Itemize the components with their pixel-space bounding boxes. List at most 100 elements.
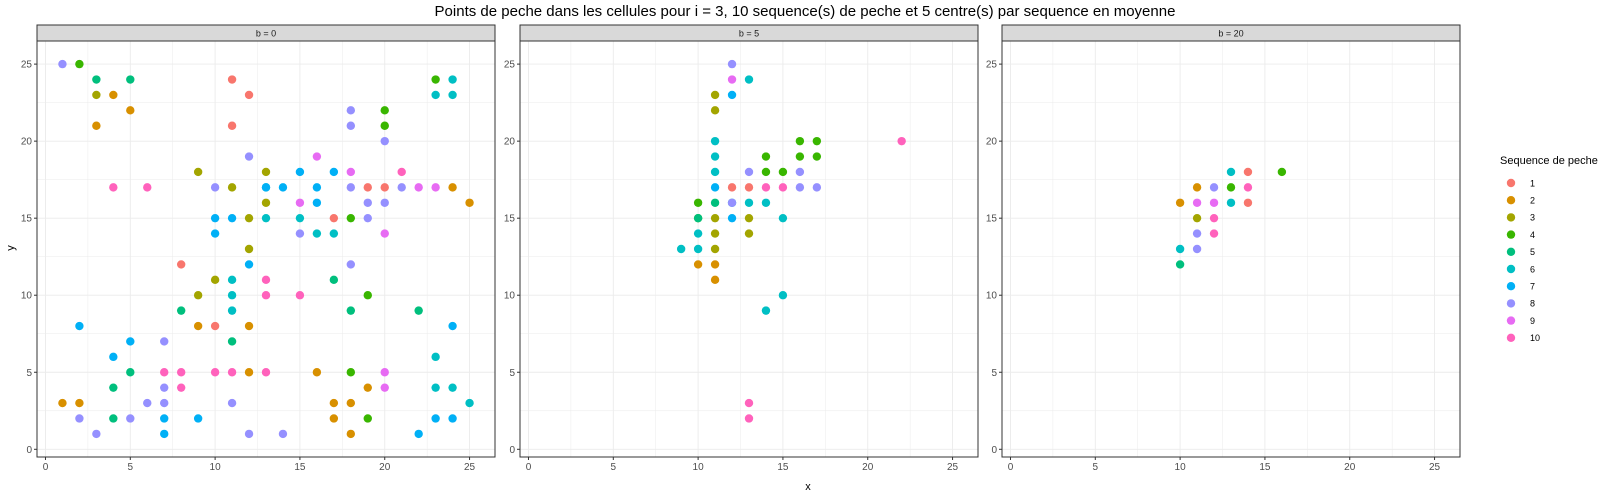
data-point xyxy=(227,75,237,84)
y-tick-label: 15 xyxy=(21,214,33,225)
legend-label: 7 xyxy=(1530,282,1535,292)
data-point xyxy=(176,368,186,377)
data-point xyxy=(75,59,84,69)
data-point xyxy=(312,229,322,238)
data-point xyxy=(227,183,237,192)
data-point xyxy=(210,275,220,285)
data-point xyxy=(727,183,737,192)
data-point xyxy=(414,429,423,439)
data-point xyxy=(329,398,339,408)
y-tick-label: 0 xyxy=(26,445,32,456)
data-point xyxy=(312,198,322,207)
facet-panel: b = 0 0 5 10 15 20 25 0 5 10 15 20 25 xyxy=(21,24,496,473)
data-point xyxy=(346,183,356,192)
y-tick-label: 0 xyxy=(509,445,515,456)
data-point xyxy=(227,213,237,223)
x-tick-label: 20 xyxy=(1344,462,1356,473)
data-point xyxy=(693,229,703,238)
data-points xyxy=(1175,167,1287,269)
data-point xyxy=(431,90,440,100)
legend-item: 3 xyxy=(1506,213,1535,223)
x-tick-label: 0 xyxy=(1008,462,1014,473)
data-point xyxy=(193,167,203,177)
data-point xyxy=(414,306,423,315)
legend: Sequence de peche 1 2 3 4 5 6 7 8 9 10 xyxy=(1500,155,1598,343)
data-point xyxy=(176,383,186,392)
data-point xyxy=(812,183,822,192)
y-tick-label: 25 xyxy=(986,60,998,71)
x-tick-label: 0 xyxy=(43,462,49,473)
data-point xyxy=(346,121,356,130)
data-point xyxy=(363,414,372,423)
data-point xyxy=(397,183,406,192)
panel-background xyxy=(1002,41,1460,457)
data-point xyxy=(75,414,84,423)
data-point xyxy=(897,136,906,146)
data-point xyxy=(727,90,737,100)
x-tick-label: 25 xyxy=(947,462,959,473)
x-tick-label: 20 xyxy=(379,462,391,473)
chart-title: Points de peche dans les cellules pour i… xyxy=(435,3,1176,20)
legend-title: Sequence de peche xyxy=(1500,155,1598,167)
data-point xyxy=(92,90,101,100)
data-point xyxy=(160,414,169,423)
data-point xyxy=(160,368,169,377)
legend-key xyxy=(1506,196,1516,205)
data-point xyxy=(778,183,788,192)
data-point xyxy=(710,244,720,254)
data-point xyxy=(244,90,254,100)
data-point xyxy=(812,136,822,146)
legend-item: 7 xyxy=(1506,282,1535,292)
legend-item: 10 xyxy=(1506,333,1540,343)
data-point xyxy=(295,198,305,207)
y-tick-label: 0 xyxy=(991,445,997,456)
data-point xyxy=(210,183,220,192)
x-tick-label: 5 xyxy=(611,462,617,473)
data-point xyxy=(380,368,389,377)
data-point xyxy=(244,321,254,331)
legend-key xyxy=(1506,333,1516,342)
data-point xyxy=(727,59,737,69)
data-point xyxy=(1243,183,1253,192)
data-point xyxy=(380,106,389,115)
data-point xyxy=(431,414,440,423)
data-point xyxy=(710,183,720,192)
data-point xyxy=(465,198,474,207)
data-point xyxy=(58,398,67,408)
data-point xyxy=(1175,198,1185,207)
data-point xyxy=(126,414,135,423)
y-tick-label: 25 xyxy=(504,60,516,71)
data-point xyxy=(143,183,152,192)
data-point xyxy=(693,213,703,223)
facet-panels: b = 0 0 5 10 15 20 25 0 5 10 15 20 25 b = 5 0 5 10 15 20 25… xyxy=(21,24,1461,473)
data-point xyxy=(363,291,372,300)
data-point xyxy=(1226,167,1236,177)
gridlines xyxy=(1002,41,1460,457)
data-point xyxy=(744,414,754,423)
legend-label: 2 xyxy=(1530,196,1535,206)
y-tick-label: 5 xyxy=(26,368,32,379)
data-point xyxy=(244,244,254,254)
legend-label: 4 xyxy=(1530,230,1535,240)
data-point xyxy=(227,306,237,315)
y-tick-label: 5 xyxy=(991,368,997,379)
y-tick-label: 10 xyxy=(504,291,516,302)
data-point xyxy=(261,198,271,207)
legend-item: 1 xyxy=(1506,178,1535,188)
data-point xyxy=(346,260,356,269)
data-point xyxy=(210,213,220,223)
data-point xyxy=(1243,167,1253,177)
data-point xyxy=(744,75,754,84)
x-tick-label: 25 xyxy=(1429,462,1441,473)
data-point xyxy=(227,368,237,377)
data-point xyxy=(227,337,237,346)
data-point xyxy=(295,167,305,177)
data-point xyxy=(261,167,271,177)
legend-item: 2 xyxy=(1506,196,1535,206)
data-point xyxy=(346,429,356,439)
data-point xyxy=(346,167,356,177)
data-point xyxy=(346,368,356,377)
data-point xyxy=(795,167,805,177)
